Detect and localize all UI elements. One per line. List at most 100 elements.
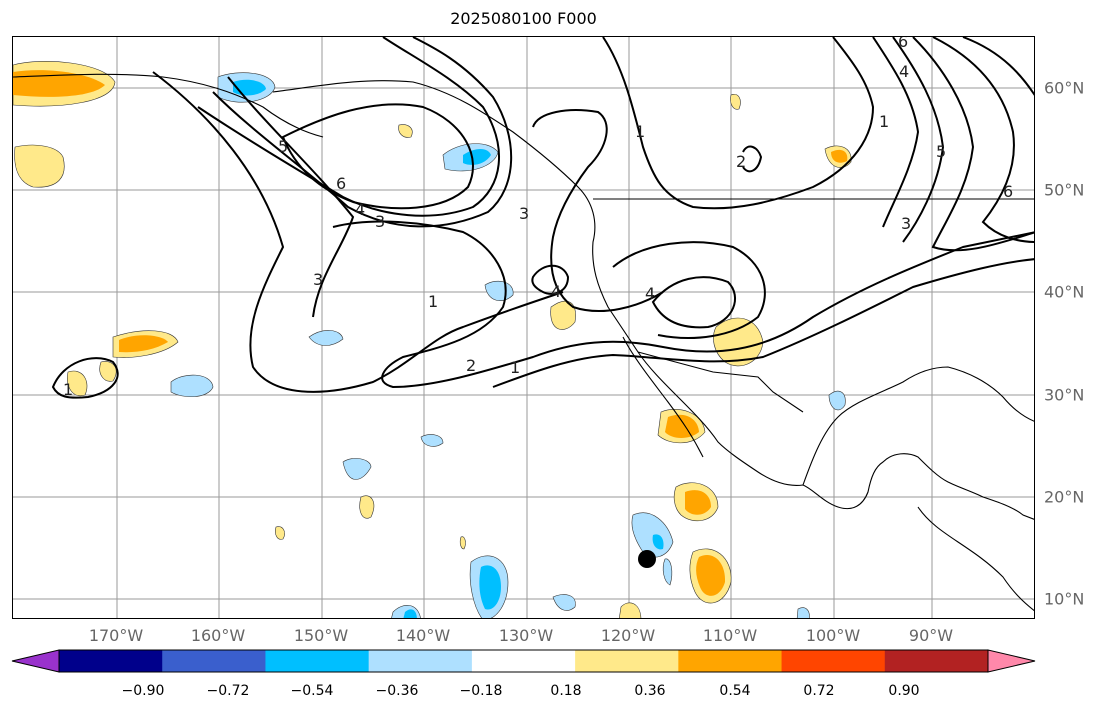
positive-anomaly-region — [398, 124, 413, 138]
north-america-coast — [272, 80, 1034, 520]
height-contours — [51, 37, 1034, 399]
alaska-coast — [13, 73, 324, 138]
lon-label: 150°W — [293, 626, 349, 645]
positive-anomaly-region — [730, 94, 741, 110]
map-canvas: 1 1 1 1 1 2 2 3 3 3 3 4 4 4 4 5 5 6 6 6 — [13, 37, 1034, 618]
colorbar-tick-label: 0.36 — [634, 683, 666, 699]
colorbar-min-arrow — [11, 649, 60, 673]
negative-anomaly-region — [308, 330, 344, 346]
contour-label: 4 — [645, 284, 655, 303]
positive-anomaly-region — [359, 495, 375, 519]
contour-label: 6 — [336, 174, 346, 193]
contour-label: 1 — [510, 358, 520, 377]
coastlines — [13, 73, 1034, 612]
contour-label: 2 — [466, 356, 476, 375]
contour-line — [932, 37, 1034, 243]
positive-anomaly-region — [550, 300, 576, 330]
lon-label: 100°W — [805, 626, 861, 645]
lon-label: 170°W — [88, 626, 144, 645]
colorbar-segment — [162, 650, 266, 672]
contour-label: 4 — [355, 200, 365, 219]
contour-line — [602, 37, 875, 210]
positive-anomaly-strong — [696, 554, 726, 596]
lon-label: 160°W — [190, 626, 246, 645]
lon-label: 130°W — [498, 626, 554, 645]
black-dot-marker — [638, 550, 656, 568]
positive-anomaly-region — [619, 602, 642, 618]
colorbar-tick-label: 0.72 — [803, 683, 835, 699]
contour-labels: 1 1 1 1 1 2 2 3 3 3 3 4 4 4 4 5 5 6 6 6 — [63, 37, 1013, 399]
contour-line — [742, 145, 763, 173]
colorbar-segment — [59, 650, 163, 672]
negative-anomaly-region — [342, 458, 372, 480]
lat-label: 40°N — [1044, 282, 1085, 302]
contour-line — [962, 37, 1034, 96]
contour-line — [872, 37, 920, 228]
positive-anomaly-strong — [119, 335, 168, 353]
negative-anomaly-region — [828, 390, 846, 411]
contour-label: 6 — [898, 37, 908, 51]
negative-anomaly-region — [796, 607, 810, 618]
contour-line — [651, 276, 737, 329]
central-america — [917, 506, 1034, 612]
positive-anomaly-strong — [831, 149, 848, 163]
contour-label: 4 — [899, 62, 909, 81]
lon-label: 140°W — [395, 626, 451, 645]
contour-label: 3 — [519, 204, 529, 223]
colorbar-tick-label: 0.90 — [888, 683, 920, 699]
negative-anomaly-strong — [463, 149, 491, 165]
contour-label: 5 — [936, 142, 946, 161]
lat-label: 50°N — [1044, 180, 1085, 200]
negative-anomaly-region — [662, 558, 673, 586]
contour-line — [152, 71, 564, 393]
colorbar-tick-label: 0.54 — [719, 683, 751, 699]
colorbar-tick-label: −0.18 — [459, 683, 503, 699]
colorbar — [11, 649, 1036, 673]
colorbar-segments — [11, 649, 1036, 673]
positive-anomaly-region — [713, 317, 764, 367]
colorbar-segment — [471, 650, 576, 672]
contour-line — [281, 103, 474, 210]
positive-anomaly-strong — [665, 414, 699, 439]
colorbar-segment — [265, 650, 370, 672]
contour-label: 3 — [375, 212, 385, 231]
contour-line — [227, 76, 355, 318]
contour-line — [332, 220, 1034, 389]
colorbar-segment — [368, 650, 473, 672]
colorbar-tick-label: −0.72 — [206, 683, 250, 699]
contour-label: 5 — [278, 137, 288, 156]
contour-label: 1 — [635, 122, 645, 141]
positive-anomaly-strong — [13, 70, 105, 97]
contour-line — [912, 37, 1034, 252]
colorbar-tick-label: 0.18 — [550, 683, 582, 699]
map-panel: 1 1 1 1 1 2 2 3 3 3 3 4 4 4 4 5 5 6 6 6 — [12, 36, 1035, 619]
negative-anomaly-strong — [403, 609, 417, 618]
lat-label: 20°N — [1044, 487, 1085, 507]
colorbar-segment — [884, 650, 989, 672]
negative-anomaly-region — [420, 434, 444, 447]
contour-line — [197, 37, 500, 217]
contour-label: 3 — [901, 214, 911, 233]
negative-anomaly-region — [552, 594, 576, 611]
contour-label: 2 — [736, 152, 746, 171]
colorbar-segment — [678, 650, 783, 672]
gulf-coast — [802, 366, 1034, 486]
contour-label: 3 — [313, 270, 323, 289]
map-title: 2025080100 F000 — [450, 9, 597, 28]
positive-anomaly-strong — [685, 490, 711, 515]
contour-label: 1 — [63, 380, 73, 399]
contour-line — [892, 37, 945, 243]
contour-label: 1 — [428, 292, 438, 311]
positive-anomaly-region — [67, 370, 88, 397]
contour-line — [532, 109, 664, 313]
contour-line — [531, 264, 570, 295]
positive-anomaly-region — [14, 144, 65, 188]
colorbar-border — [58, 649, 989, 673]
lon-label: 110°W — [702, 626, 758, 645]
negative-anomaly-strong — [652, 534, 664, 550]
colorbar-segment — [781, 650, 886, 672]
negative-anomaly-strong — [479, 565, 501, 610]
colorbar-tick-label: −0.90 — [121, 683, 165, 699]
contour-label: 1 — [879, 112, 889, 131]
negative-anomaly-region — [631, 512, 674, 558]
